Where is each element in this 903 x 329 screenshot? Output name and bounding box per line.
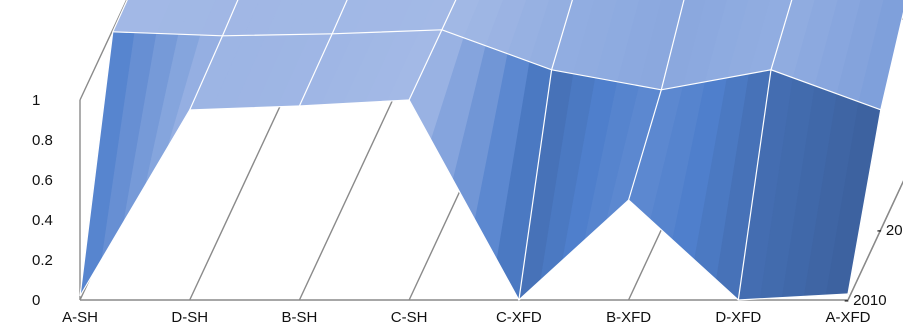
top-left-edge — [79, 0, 128, 101]
surface-column-line — [737, 0, 793, 301]
surface-row-line — [79, 99, 849, 301]
x-category-label: C-XFD — [496, 309, 542, 326]
y-tick-label: 0 — [32, 292, 40, 309]
y-tick-label: 0.8 — [32, 132, 53, 149]
x-category-label: B-SH — [282, 309, 318, 326]
floor-gridline — [847, 180, 903, 301]
surface-column-line — [628, 0, 685, 201]
surface-column-line — [79, 0, 128, 297]
x-category-label: D-XFD — [715, 309, 761, 326]
depth-axis-label: - 2011 — [877, 222, 903, 239]
surface-column-line — [189, 0, 239, 111]
x-category-label: A-SH — [62, 309, 98, 326]
x-category-label: C-SH — [391, 309, 428, 326]
surface-column-line — [847, 11, 903, 295]
y-tick-label: 0.4 — [32, 212, 53, 229]
x-category-label: B-XFD — [606, 309, 651, 326]
surface-column-line — [408, 0, 457, 101]
depth-axis-label: - 2010 — [844, 292, 887, 309]
y-tick-label: 0.2 — [32, 252, 53, 269]
y-tick-label: 0.6 — [32, 172, 53, 189]
x-category-label: A-XFD — [826, 309, 871, 326]
surface-column-line — [518, 0, 573, 301]
surface-row-line — [112, 29, 882, 111]
surface-column-line — [298, 0, 348, 107]
axis-labels: 0 0.2 0.4 0.6 0.8 1 A-SH D-SH B-SH C-SH C-XFD B-XFD… — [32, 92, 903, 326]
y-tick-label: 1 — [32, 92, 40, 109]
surface-plot — [79, 0, 903, 301]
x-category-label: D-SH — [171, 309, 208, 326]
